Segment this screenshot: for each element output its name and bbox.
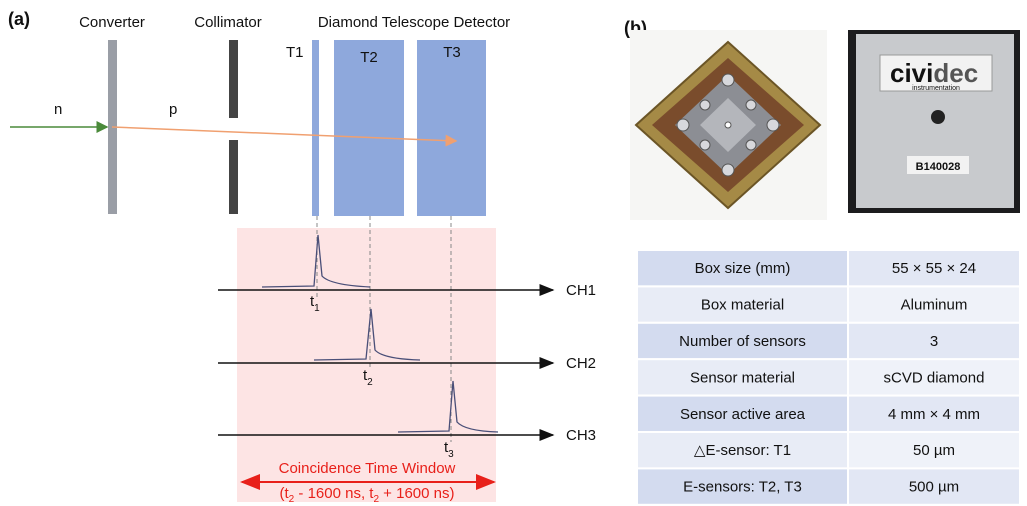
brand-part: dec <box>933 58 978 88</box>
window-title: Coincidence Time Window <box>279 460 456 477</box>
panel-label: (a) <box>8 9 30 29</box>
proton-arrow <box>112 127 456 141</box>
cell-text: 500 µm <box>909 479 959 496</box>
channel-label: CH1 <box>566 282 596 299</box>
header: Converter <box>79 14 145 31</box>
detector <box>417 40 486 216</box>
particle-label: n <box>54 101 62 118</box>
t-sub: 3 <box>448 449 454 460</box>
cell-text: △E-sensor: T1 <box>694 442 791 459</box>
cell-text: E-sensors: T2, T3 <box>683 479 802 496</box>
range-part: + 1600 ns) <box>379 485 454 502</box>
detector-label: T1 <box>286 44 304 61</box>
cell-text: 4 mm × 4 mm <box>888 406 980 423</box>
detector <box>334 40 404 216</box>
t-sub: 2 <box>367 377 373 388</box>
serial: B140028 <box>916 161 961 173</box>
figure: (a) Converter Collimator Diamond Telesco… <box>0 0 1027 506</box>
channel-label: CH2 <box>566 355 596 372</box>
spec-table: Box size (mm) 55 × 55 × 24 Box material Alu… <box>637 250 1020 505</box>
cell-text: Box size (mm) <box>695 260 791 277</box>
cell-text: 55 × 55 × 24 <box>892 260 976 277</box>
tagline: instrumentation <box>912 85 960 92</box>
cell-text: Number of sensors <box>679 333 806 350</box>
cell-text: Aluminum <box>901 297 968 314</box>
detector <box>312 40 319 216</box>
brand-part: civi <box>890 58 933 88</box>
channel-label: CH3 <box>566 427 596 444</box>
cell-text: sCVD diamond <box>884 369 985 386</box>
cell-text: Sensor material <box>690 369 795 386</box>
cell-text: Box material <box>701 297 784 314</box>
collimator <box>229 40 238 118</box>
t-sub: 1 <box>314 303 320 314</box>
cell-text: Sensor active area <box>680 406 806 423</box>
detector-label: T2 <box>360 49 378 66</box>
detector-label: T3 <box>443 44 461 61</box>
photo-board <box>630 30 827 220</box>
particle-label: p <box>169 101 177 118</box>
header: Diamond Telescope Detector <box>318 14 510 31</box>
cell-text: 50 µm <box>913 442 955 459</box>
brand: cividec <box>890 58 978 88</box>
collimator <box>229 140 238 214</box>
photo-box: cividec instrumentation B140028 <box>848 30 1020 213</box>
header: Collimator <box>194 14 262 31</box>
range-part: - 1600 ns, t <box>294 485 374 502</box>
cell-text: 3 <box>930 333 938 350</box>
